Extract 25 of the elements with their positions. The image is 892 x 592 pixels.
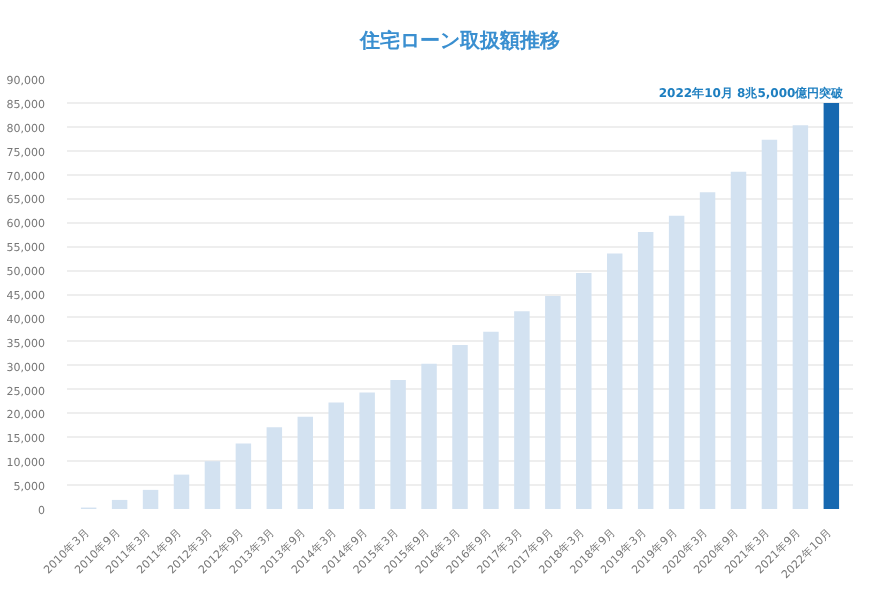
bar xyxy=(483,331,499,509)
chart-title: 住宅ローン取扱額推移 xyxy=(358,29,560,53)
bar xyxy=(204,461,221,509)
bar xyxy=(699,192,716,509)
bar xyxy=(359,392,375,509)
bar xyxy=(668,215,685,509)
bar xyxy=(390,380,406,509)
bar xyxy=(142,489,159,509)
bar xyxy=(730,171,747,509)
bar xyxy=(328,402,344,509)
bar xyxy=(514,311,530,509)
bar xyxy=(173,474,190,509)
bar xyxy=(266,427,283,509)
bar xyxy=(576,272,592,509)
bar xyxy=(606,253,623,509)
bar xyxy=(637,231,654,509)
bar xyxy=(545,295,561,509)
bar xyxy=(421,363,437,509)
bar xyxy=(235,443,252,509)
bar xyxy=(792,125,809,509)
bar xyxy=(761,139,778,509)
bar xyxy=(111,499,128,509)
bar xyxy=(823,102,840,509)
bar xyxy=(452,345,468,509)
bar xyxy=(297,416,314,509)
